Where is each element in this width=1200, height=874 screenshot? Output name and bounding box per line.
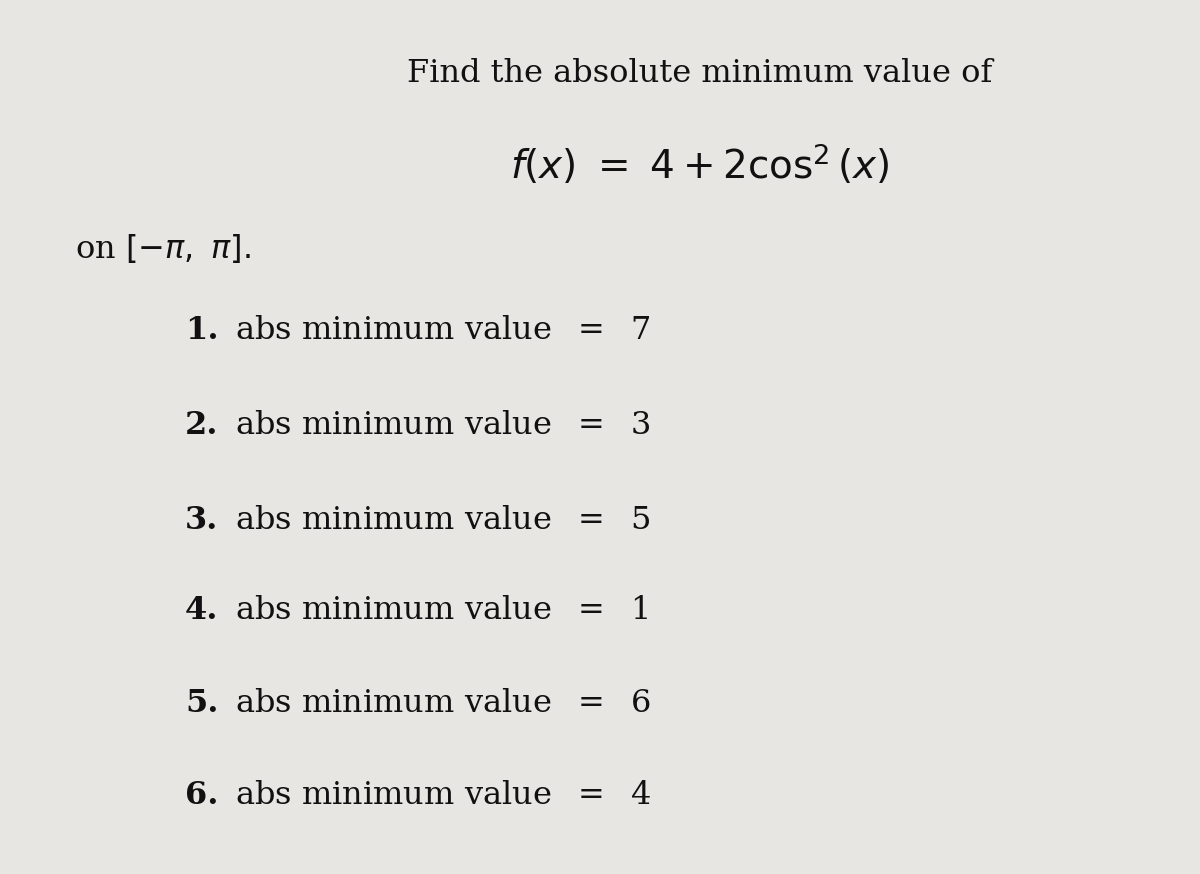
Text: abs minimum value  $=$  4: abs minimum value $=$ 4 [235, 780, 652, 811]
Text: 2.: 2. [185, 410, 218, 441]
Text: 4.: 4. [185, 595, 218, 626]
Text: 5.: 5. [185, 688, 218, 719]
Text: abs minimum value  $=$  6: abs minimum value $=$ 6 [235, 688, 652, 719]
Text: 3.: 3. [185, 505, 218, 536]
Text: abs minimum value  $=$  1: abs minimum value $=$ 1 [235, 595, 649, 626]
Text: 6.: 6. [185, 780, 218, 811]
Text: $f(x) \ = \ 4 + 2\cos^2(x)$: $f(x) \ = \ 4 + 2\cos^2(x)$ [510, 142, 890, 187]
Text: 1.: 1. [185, 315, 218, 346]
Text: Find the absolute minimum value of: Find the absolute minimum value of [407, 58, 992, 89]
Text: abs minimum value  $=$  7: abs minimum value $=$ 7 [235, 315, 650, 346]
Text: abs minimum value  $=$  5: abs minimum value $=$ 5 [235, 505, 650, 536]
Text: on $[-\pi,\ \pi].$: on $[-\pi,\ \pi].$ [74, 232, 251, 265]
Text: abs minimum value  $=$  3: abs minimum value $=$ 3 [235, 410, 650, 441]
